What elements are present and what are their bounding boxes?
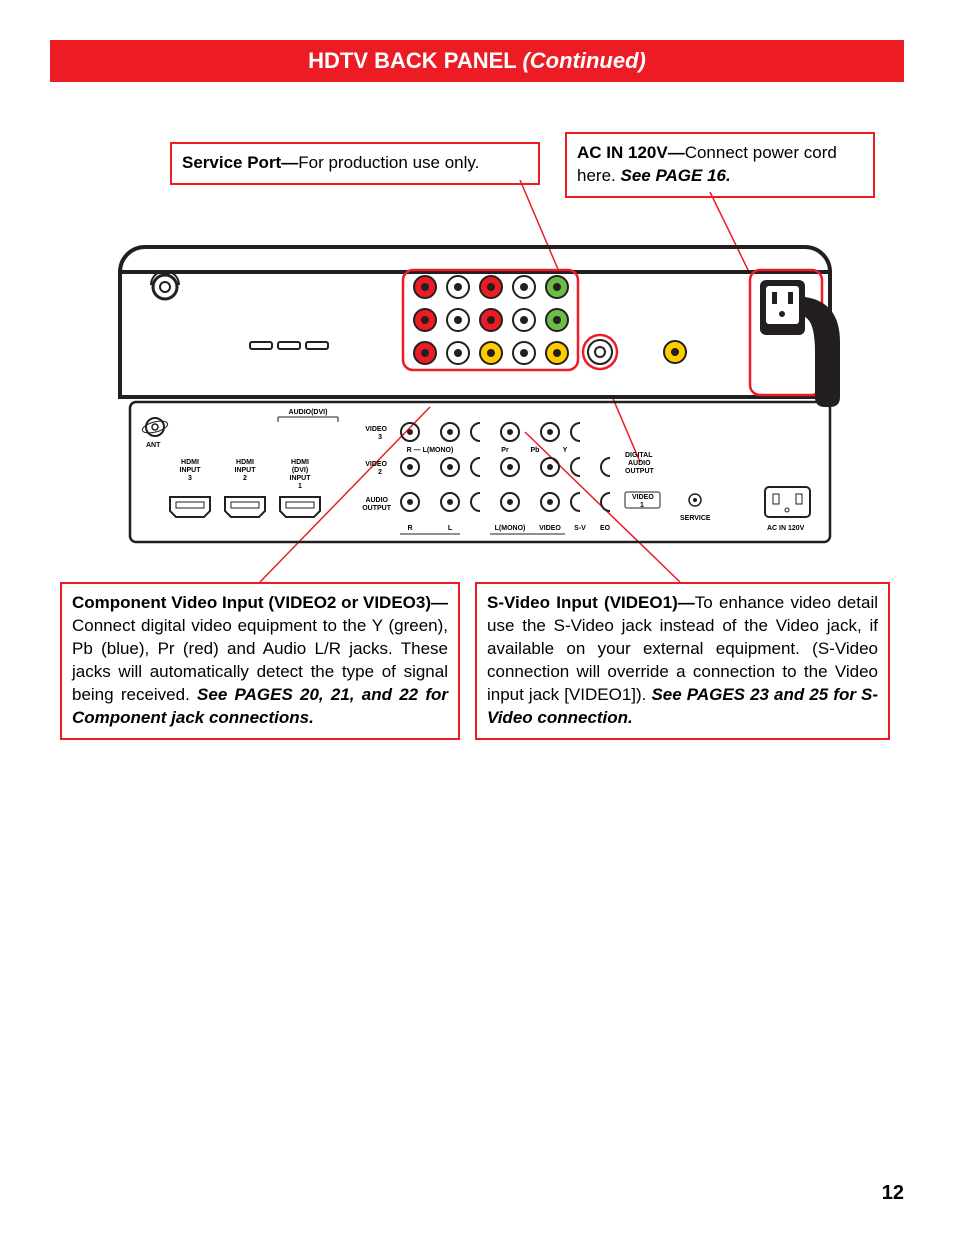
label-ant: ANT	[146, 442, 161, 449]
label-video3: VIDEO3	[365, 426, 387, 441]
callout-title: Component Video Input (VIDEO2 or VIDEO3)…	[72, 593, 448, 612]
label-acin: AC IN 120V	[767, 525, 805, 532]
label-service: SERVICE	[680, 515, 711, 522]
label-video: VIDEO	[539, 525, 561, 532]
svg-text:HDMIINPUT2: HDMIINPUT2	[235, 459, 257, 482]
label-sv: S-V	[574, 525, 586, 532]
label-video1: VIDEO 1	[632, 494, 656, 509]
diagram-area: Service Port—For production use only. AC…	[50, 142, 904, 792]
section-header: HDTV BACK PANEL (Continued)	[50, 40, 904, 82]
label-eo: EO	[600, 525, 611, 532]
label-lmono: L(MONO)	[495, 525, 526, 532]
callout-svideo: S-Video Input (VIDEO1)—To enhance video …	[475, 582, 890, 740]
header-title: HDTV BACK PANEL	[308, 48, 522, 73]
header-continued: (Continued)	[522, 48, 645, 73]
back-panel-diagram: ANT HDMIINPUT3HDMIINPUT2HDMI(DVI)INPUT1 …	[110, 242, 840, 552]
label-l-bottom: L	[448, 525, 453, 532]
label-video2: VIDEO2	[365, 461, 387, 476]
label-pb: Pb	[531, 447, 540, 454]
label-pr: Pr	[501, 447, 509, 454]
label-audio-dvi: AUDIO(DVI)	[289, 409, 328, 416]
svg-text:HDMIINPUT3: HDMIINPUT3	[180, 459, 202, 482]
label-y: Y	[563, 447, 568, 454]
label-digital-audio: DIGITAL AUDIO OUTPUT	[625, 452, 655, 475]
label-audio-output: AUDIOOUTPUT	[362, 497, 392, 512]
svg-text:HDMI(DVI)INPUT1: HDMI(DVI)INPUT1	[290, 459, 312, 490]
label-rlmono: R — L(MONO)	[407, 447, 454, 454]
callout-component-video: Component Video Input (VIDEO2 or VIDEO3)…	[60, 582, 460, 740]
callout-title: S-Video Input (VIDEO1)—	[487, 593, 695, 612]
highlight-svideo-jack	[583, 335, 617, 369]
label-r-bottom: R	[407, 525, 412, 532]
page-number: 12	[882, 1182, 904, 1205]
